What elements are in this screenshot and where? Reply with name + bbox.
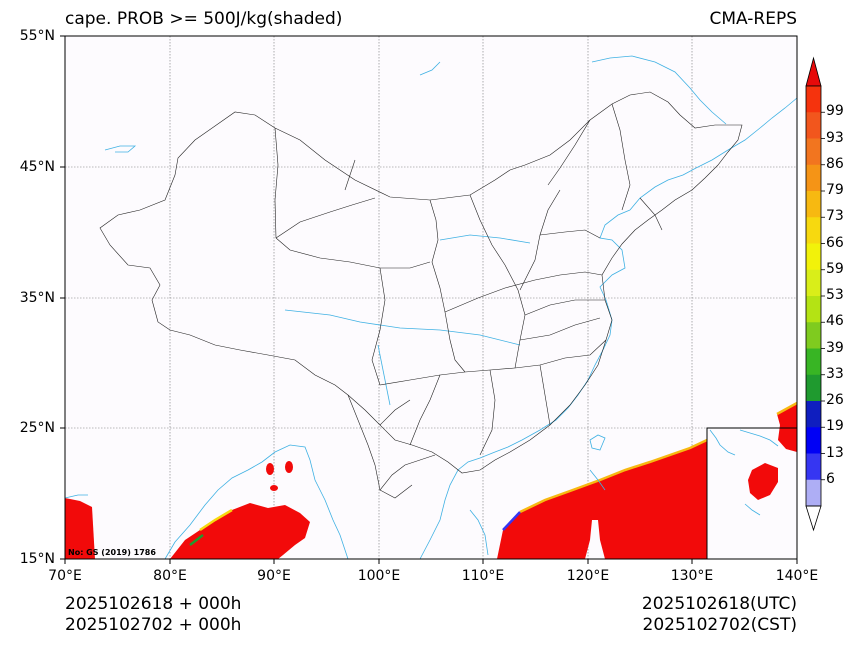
colorbar-bin — [806, 138, 821, 166]
colorbar-max-arrow — [805, 56, 822, 87]
colorbar-bin — [806, 243, 821, 271]
graticule — [65, 36, 797, 559]
shade-south-china-sea — [497, 440, 707, 559]
colorbar-tick-label: 73 — [826, 208, 844, 225]
model-name: CMA-REPS — [709, 9, 797, 29]
colorbar — [805, 56, 825, 532]
init-time-utc: 2025102618 + 000h — [65, 594, 242, 614]
colorbar-tick-label: 99 — [826, 103, 844, 120]
cape-probability-shading — [65, 403, 797, 559]
axis-ticks — [60, 35, 798, 564]
lon-label-130: 130°E — [670, 568, 714, 584]
lat-label-35: 35°N — [19, 290, 55, 306]
national-provincial-borders — [99, 91, 743, 499]
colorbar-tick-label: 13 — [826, 444, 844, 461]
lon-label-120: 120°E — [566, 568, 610, 584]
colorbar-tick-label: 6 — [826, 470, 835, 487]
colorbar-bin — [806, 112, 821, 139]
lon-label-100: 100°E — [357, 568, 401, 584]
colorbar-tick-label: 53 — [826, 287, 844, 303]
forecast-time-left: 2025102618 + 000h 2025102702 + 000h — [65, 594, 241, 636]
colorbar-tick-label: 79 — [826, 182, 844, 198]
colorbar-tick-label: 33 — [826, 365, 844, 382]
lat-label-15: 15°N — [19, 551, 55, 567]
colorbar-bin — [806, 401, 821, 428]
shade-inset-island — [748, 463, 778, 500]
coastlines — [64, 55, 798, 560]
colorbar-tick-label: 26 — [826, 392, 844, 408]
colorbar-tick-label: 39 — [826, 339, 844, 356]
valid-time-cst: 2025102702(CST) — [642, 615, 797, 635]
colorbar-bin — [806, 296, 821, 323]
lat-label-55: 55°N — [19, 28, 55, 44]
lat-label-25: 25°N — [19, 420, 55, 436]
colorbar-bin — [806, 453, 821, 481]
colorbar-bin — [806, 164, 821, 192]
valid-time-right: 2025102618(UTC) 2025102702(CST) — [642, 594, 797, 636]
map-title: cape. PROB >= 500J/kg(shaded) — [65, 9, 343, 29]
colorbar-tick-label: 19 — [826, 418, 844, 435]
lat-label-45: 45°N — [19, 159, 55, 175]
colorbar-tick-label: 66 — [826, 234, 844, 251]
shade-edge-bands — [189, 401, 798, 546]
lon-label-80: 80°E — [153, 568, 187, 584]
colorbar-tick-label: 46 — [826, 313, 844, 330]
lon-label-70: 70°E — [48, 568, 82, 584]
lon-label-140: 140°E — [775, 568, 819, 584]
init-time-cst: 2025102702 + 000h — [65, 615, 242, 635]
colorbar-bin — [806, 191, 821, 218]
colorbar-bin — [806, 427, 821, 454]
colorbar-bin — [806, 348, 821, 376]
colorbar-tick-label: 59 — [826, 260, 844, 277]
colorbar-bin — [806, 269, 821, 297]
map-approval-note: No: GS (2019) 1786 — [68, 548, 156, 557]
lon-label-90: 90°E — [257, 568, 291, 584]
colorbar-bin — [806, 479, 821, 507]
colorbar-min-arrow — [805, 505, 822, 532]
colorbar-bin — [806, 217, 821, 244]
lon-label-110: 110°E — [461, 568, 505, 584]
colorbar-tick-label: 86 — [826, 155, 844, 172]
shade-west — [65, 498, 95, 559]
shade-bay-of-bengal — [170, 503, 310, 559]
colorbar-bin — [806, 374, 821, 402]
colorbar-bin — [806, 86, 821, 113]
colorbar-bin — [806, 322, 821, 349]
valid-time-utc: 2025102618(UTC) — [641, 594, 797, 614]
colorbar-tick-label: 93 — [826, 129, 844, 146]
